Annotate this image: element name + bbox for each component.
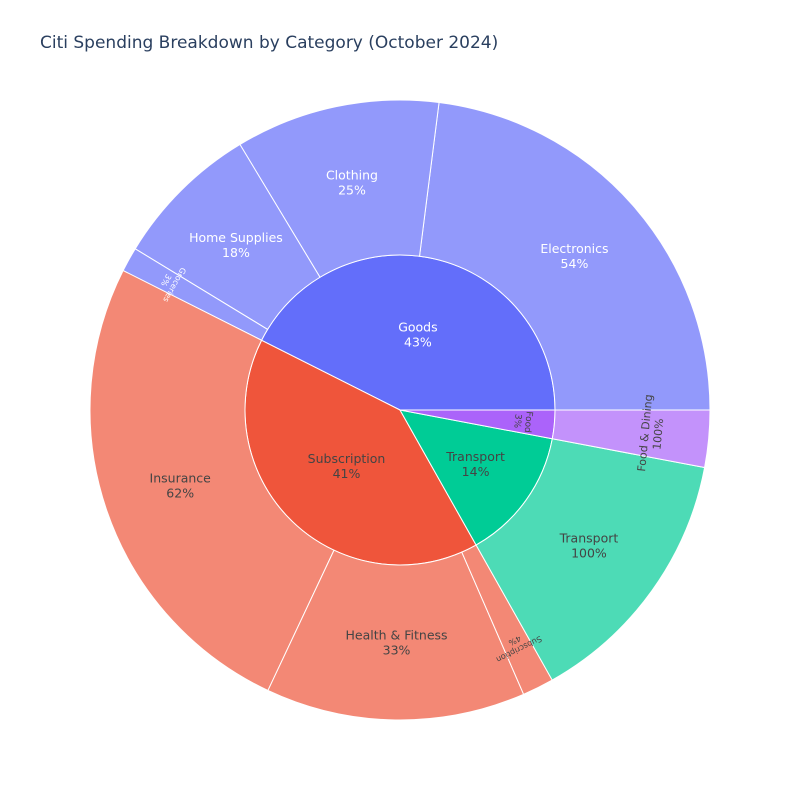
outer-label-insurance: Insurance 62% [150,471,212,501]
outer-slice-clothing[interactable] [239,99,440,278]
inner-label-goods: Goods 43% [398,319,437,349]
sunburst-segments [89,99,711,721]
outer-slice-insurance[interactable] [89,269,335,692]
outer-slice-health-fitness[interactable] [267,549,525,721]
chart-title: Citi Spending Breakdown by Category (Oct… [40,33,499,53]
outer-label-health-fitness: Health & Fitness 33% [346,627,448,657]
sunburst-labels: Goods 43% Subscription 41% Transport 14% Food3… [150,167,667,664]
outer-slice-food-dining[interactable] [551,409,711,469]
inner-label-transport: Transport 14% [445,449,505,479]
outer-label-clothing: Clothing 25% [326,167,378,197]
outer-slice-electronics[interactable] [418,101,711,411]
inner-label-subscription: Subscription 41% [308,451,386,481]
outer-slice-transport[interactable] [475,438,706,681]
inner-label-food: Food3% [511,410,534,433]
outer-label-home-supplies: Home Supplies 18% [189,230,283,260]
outer-label-transport: Transport 100% [559,530,619,560]
outer-label-electronics: Electronics 54% [540,241,608,271]
